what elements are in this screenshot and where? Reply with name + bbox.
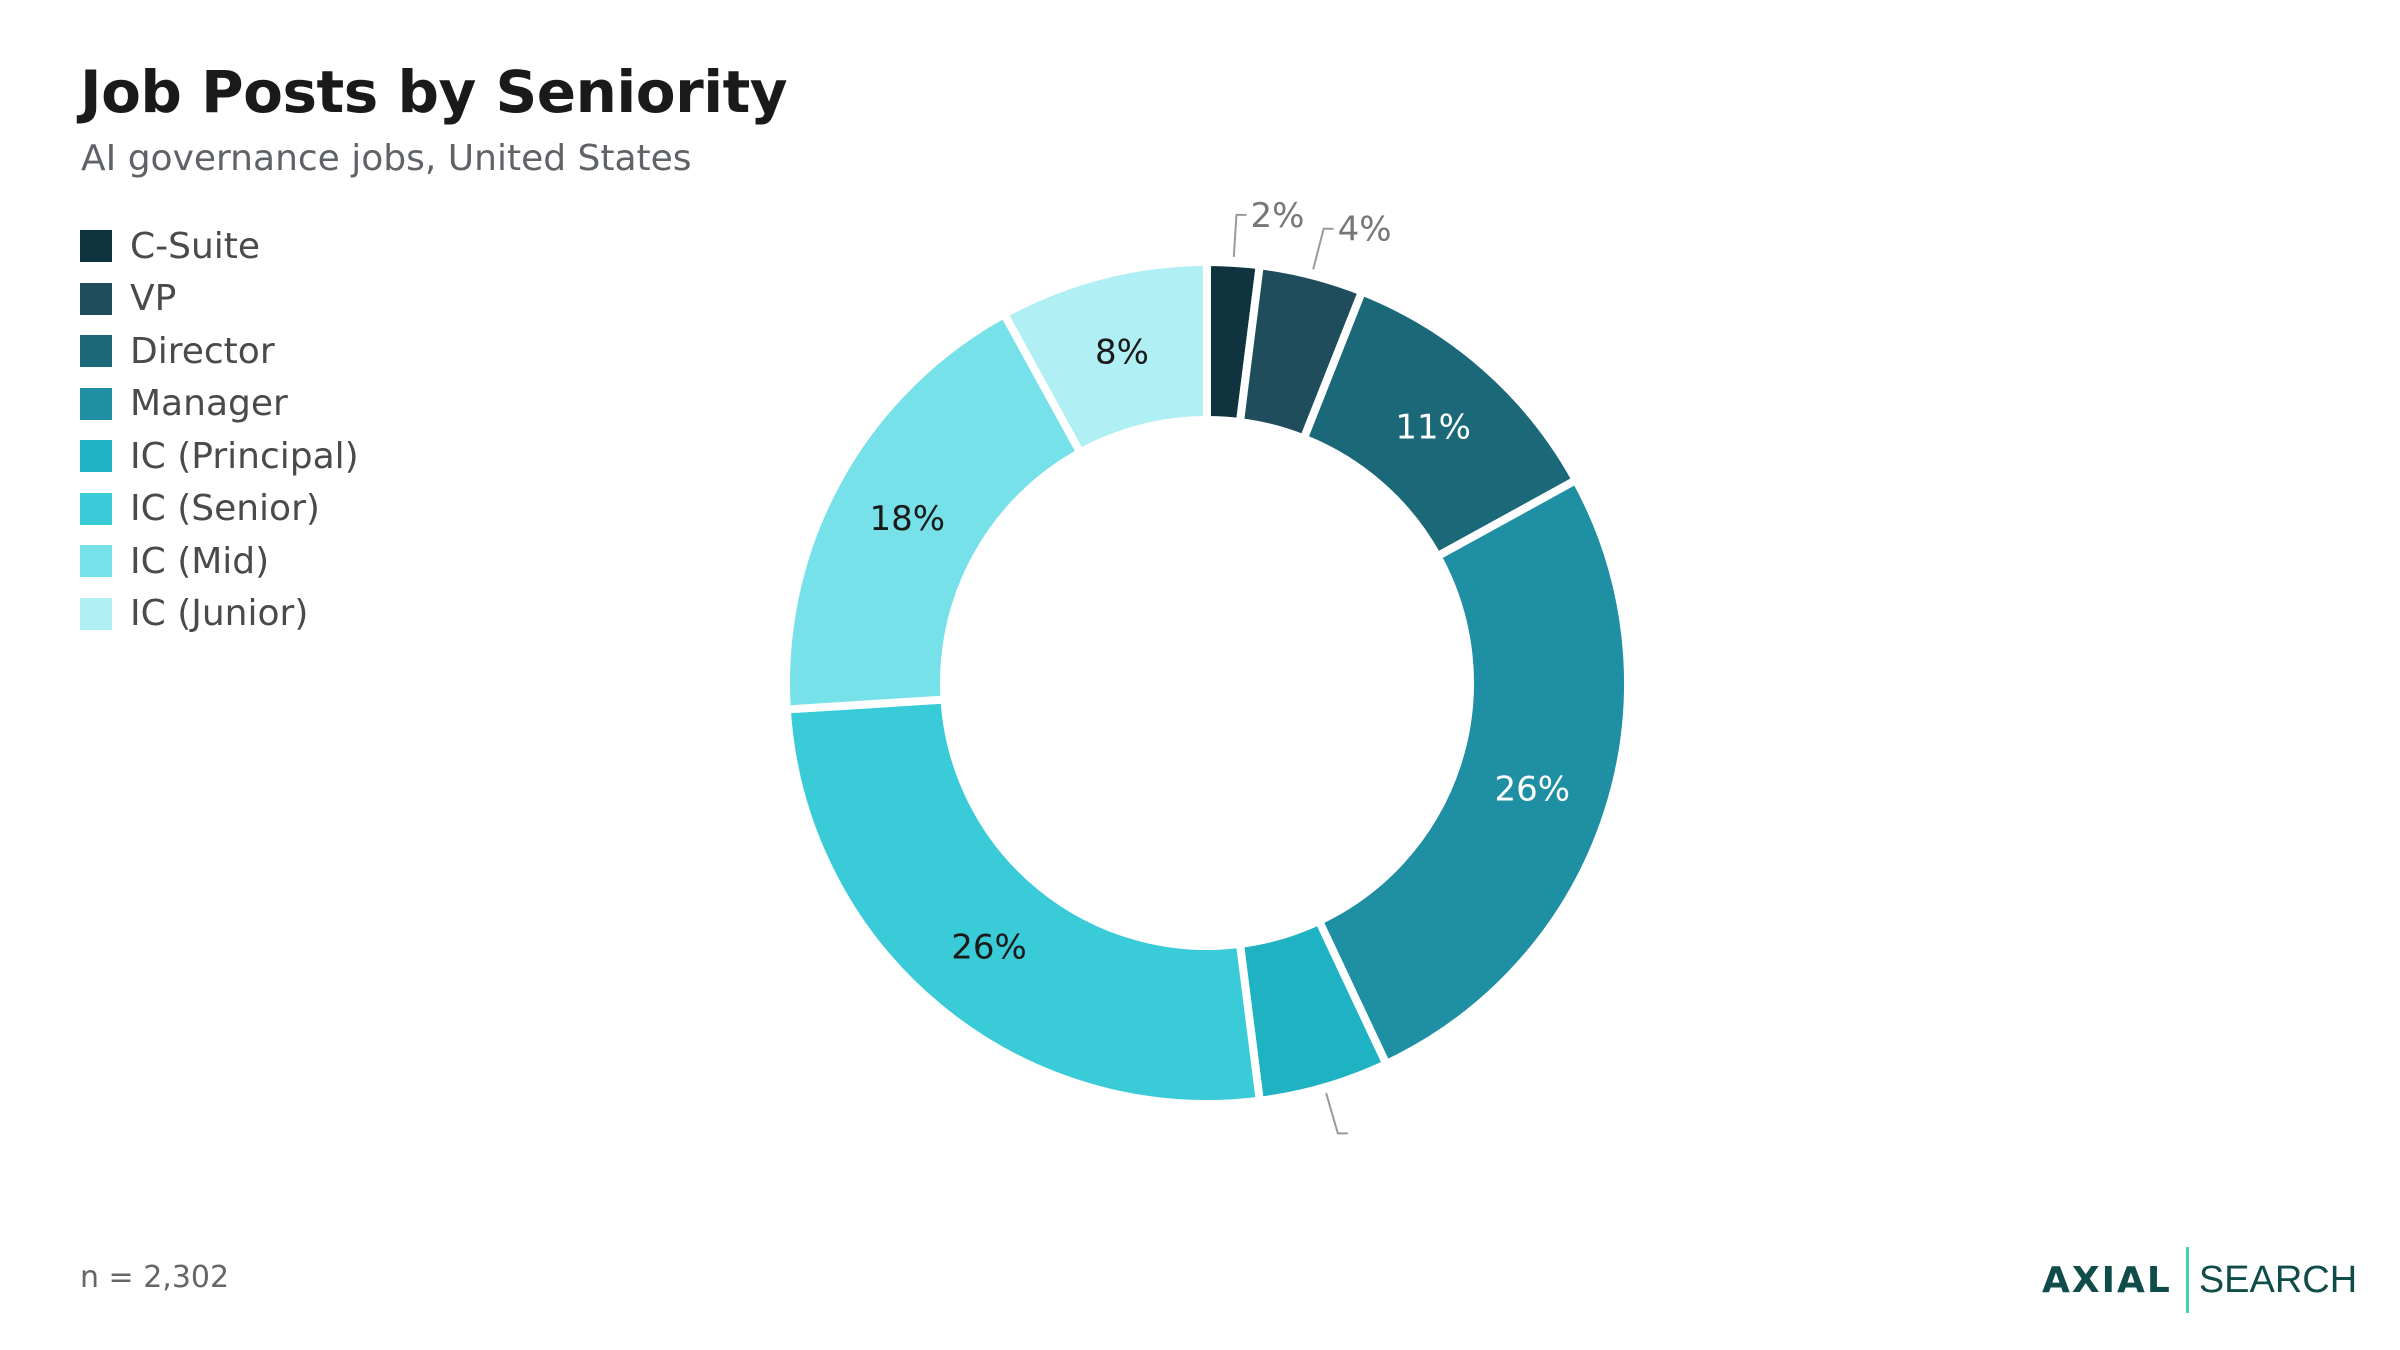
- slice-data-label: 18%: [870, 499, 946, 539]
- legend-item: IC (Senior): [80, 483, 359, 536]
- slice-data-label: 5%: [1352, 1114, 1406, 1154]
- legend-item: IC (Principal): [80, 430, 359, 483]
- slice-data-label: 26%: [1494, 770, 1570, 810]
- slice-data-label: 4%: [1338, 210, 1392, 250]
- legend-label: IC (Mid): [130, 540, 270, 582]
- legend-label: IC (Principal): [130, 435, 359, 477]
- brand-divider: [2185, 1247, 2189, 1313]
- legend-label: IC (Junior): [130, 593, 309, 635]
- donut-slice: [1000, 258, 1211, 457]
- legend-swatch: [80, 545, 112, 578]
- legend-label: IC (Senior): [130, 488, 320, 530]
- legend-swatch: [80, 230, 112, 263]
- legend-item: IC (Mid): [80, 535, 359, 588]
- legend-swatch: [80, 597, 112, 630]
- chart-title: Job Posts by Seniority: [80, 58, 788, 126]
- legend-label: C-Suite: [130, 225, 261, 267]
- donut-slice: [782, 695, 1264, 1108]
- leader-line: [1312, 227, 1334, 270]
- chart-subtitle: AI governance jobs, United States: [81, 138, 692, 179]
- legend-label: VP: [130, 278, 177, 320]
- slice-data-label: 26%: [951, 928, 1027, 968]
- donut-slice: [1314, 476, 1632, 1068]
- legend-item: VP: [80, 273, 359, 326]
- legend-swatch: [80, 387, 112, 420]
- legend-swatch: [80, 282, 112, 315]
- sample-size-note: n = 2,302: [80, 1260, 230, 1295]
- leader-line: [1232, 213, 1247, 257]
- slice-data-label: 2%: [1250, 196, 1304, 236]
- donut-slice: [782, 310, 1085, 714]
- legend-swatch: [80, 335, 112, 368]
- legend-item: Manager: [80, 378, 359, 431]
- brand-name: AXIAL: [2042, 1259, 2172, 1301]
- brand-product: SEARCH: [2198, 1258, 2358, 1301]
- legend-item: C-Suite: [80, 220, 359, 273]
- slice-data-label: 8%: [1095, 333, 1149, 373]
- legend-swatch: [80, 492, 112, 525]
- legend-label: Director: [130, 330, 275, 372]
- legend-item: IC (Junior): [80, 588, 359, 641]
- brand-logo: AXIAL SEARCH: [2042, 1245, 2357, 1315]
- chart-legend: C-Suite VP Director Manager IC (Principal) IC…: [80, 220, 359, 640]
- legend-label: Manager: [130, 383, 288, 425]
- legend-item: Director: [80, 325, 359, 378]
- legend-swatch: [80, 440, 112, 473]
- slice-data-label: 11%: [1395, 407, 1471, 447]
- leader-line: [1325, 1092, 1348, 1135]
